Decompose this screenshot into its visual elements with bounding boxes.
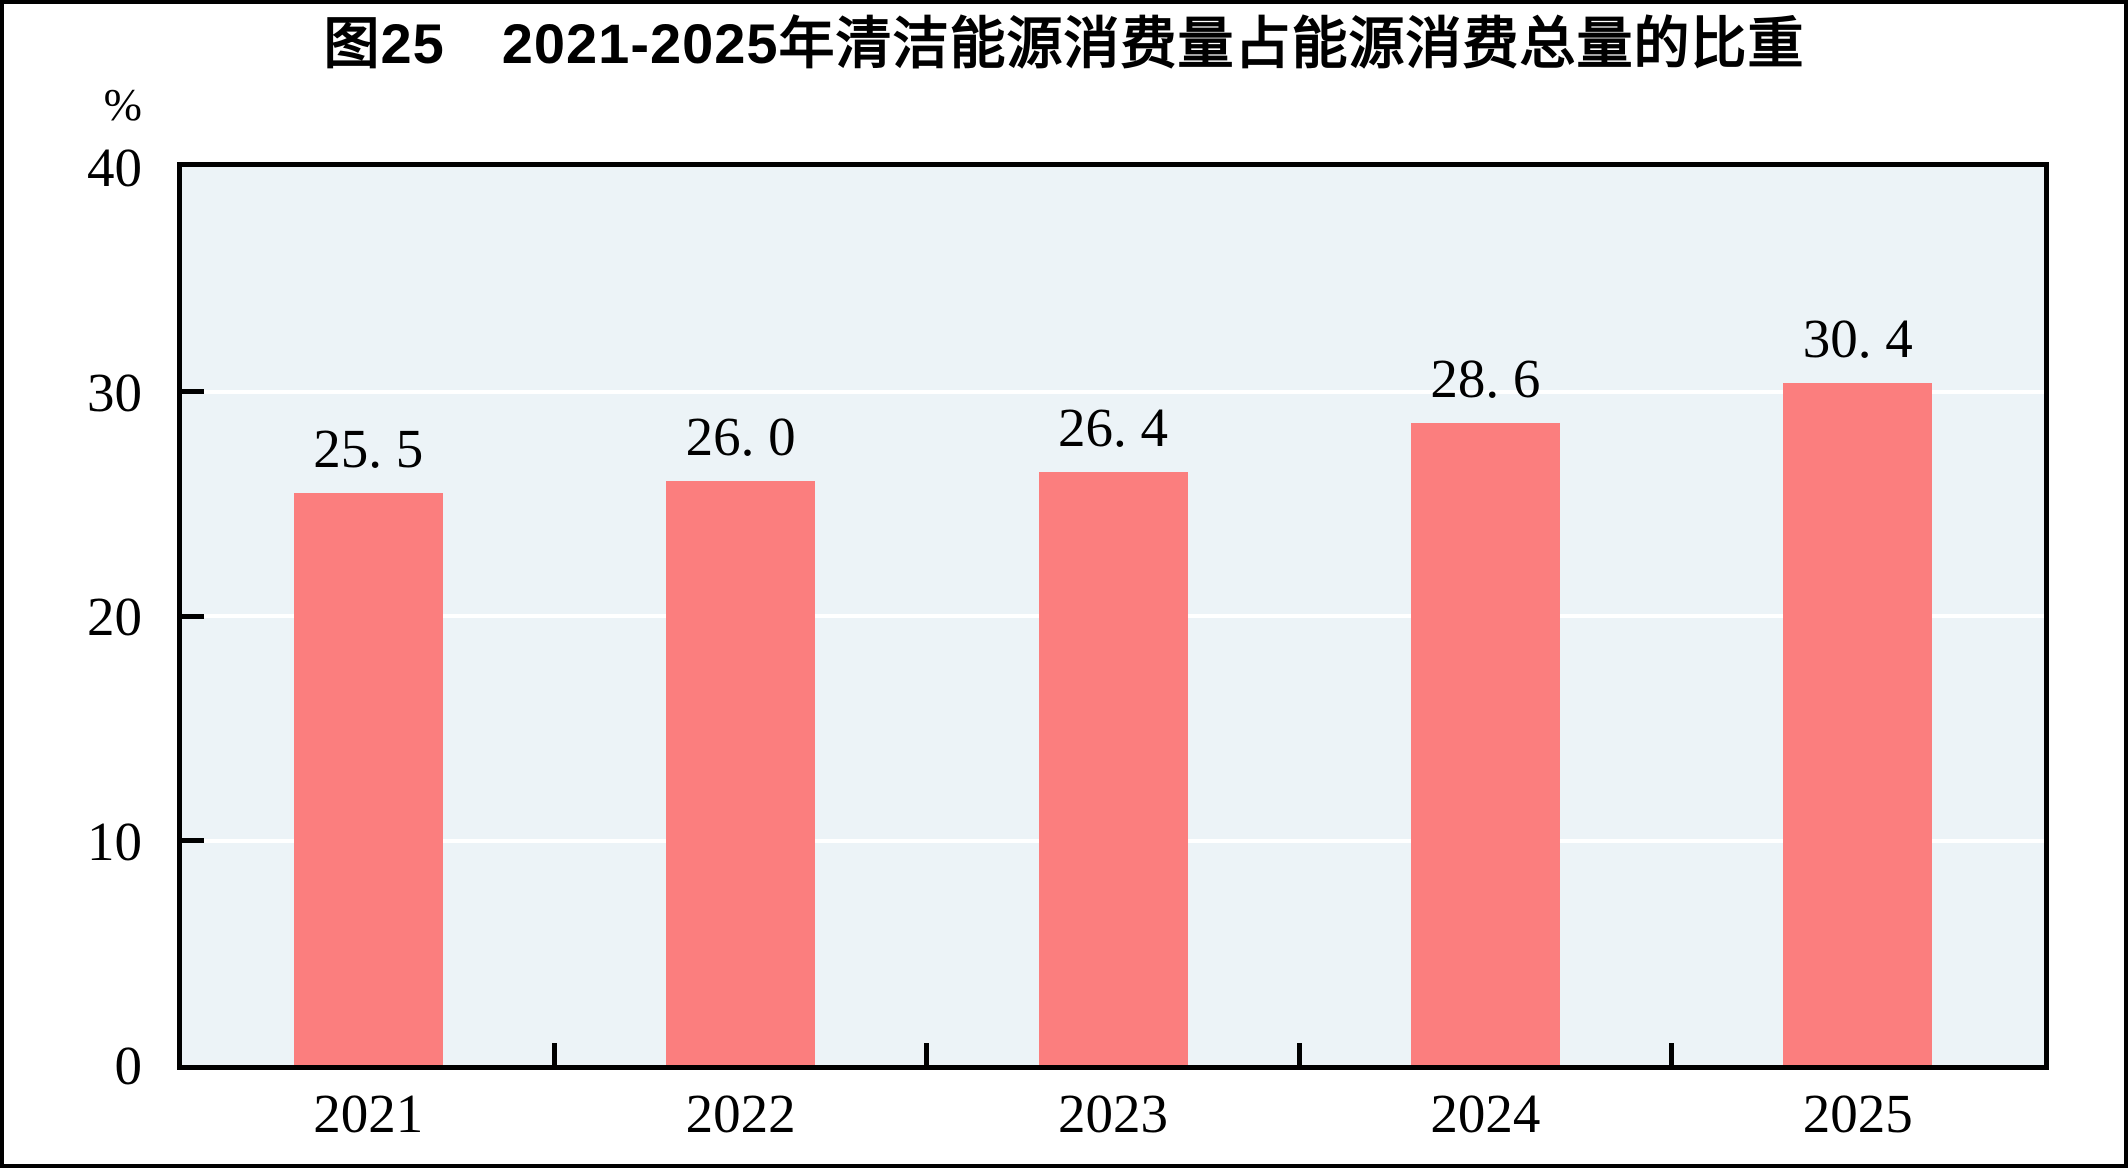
bar [293,492,443,1065]
y-axis-tick-label: 0 [114,1035,143,1096]
chart-title: 图25 2021-2025年清洁能源消费量占能源消费总量的比重 [323,12,1805,75]
x-axis-tick-label: 2021 [313,1083,424,1144]
x-axis-tick-label: 2023 [1058,1083,1168,1144]
x-tick-mark [1669,1043,1675,1065]
bar [666,481,816,1065]
x-tick-mark [1296,1043,1302,1065]
bar-value-label: 25. 5 [313,417,424,479]
y-axis-tick-label: 40 [87,137,142,198]
x-tick-mark [924,1043,930,1065]
y-tick-mark [182,613,204,619]
bar-value-label: 30. 4 [1802,307,1913,369]
bar-value-label: 26. 4 [1058,397,1168,459]
x-tick-mark [551,1043,557,1065]
bar [1410,422,1560,1065]
y-axis-tick-label: 20 [87,586,142,647]
bar-value-label: 26. 0 [685,406,796,468]
x-axis-tick-label: 2022 [685,1083,796,1144]
y-tick-mark [182,838,204,843]
x-axis-tick-label: 2024 [1430,1083,1541,1144]
bar [1783,382,1933,1065]
bar [1038,472,1188,1065]
y-axis-unit: % [103,79,142,130]
y-axis-tick-label: 10 [87,810,142,872]
y-axis-tick-label: 30 [87,361,142,423]
bar-value-label: 28. 6 [1430,347,1541,409]
plot-area: 25. 5 26. 0 26. 4 28. 6 30. 4 [177,162,2049,1070]
gridline [182,389,2044,394]
y-tick-mark [182,389,204,394]
x-axis-tick-label: 2025 [1802,1083,1913,1144]
